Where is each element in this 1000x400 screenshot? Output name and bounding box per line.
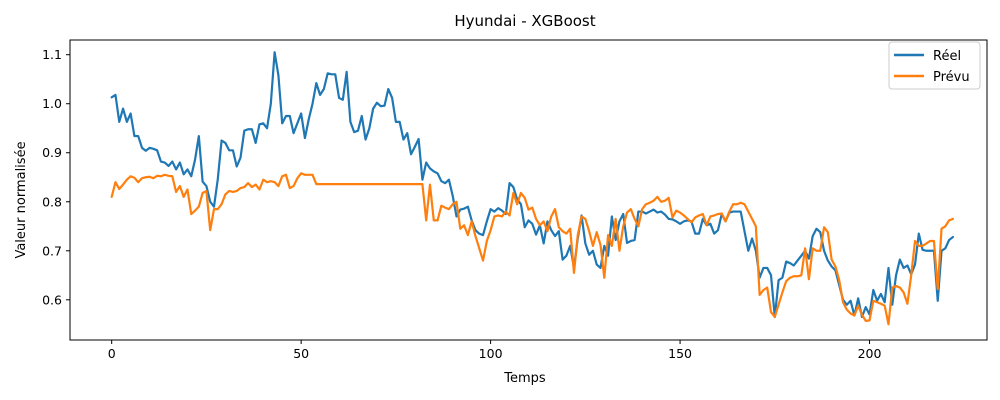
plot-frame [69,39,988,341]
y-axis-title-group: Valeur normalisée [14,141,29,258]
series-layer [110,51,954,326]
y-tick-label: 0.8 [42,194,62,209]
y-tick-label: 1.0 [42,96,62,111]
x-tick-label: 150 [668,346,692,361]
y-tick-label: 0.9 [42,145,62,160]
y-tick-label: 0.7 [42,243,62,258]
x-axis-title: Temps [503,371,546,386]
y-tick-label: 1.1 [42,47,62,62]
y-tick-label: 0.6 [42,292,62,307]
legend: Réel Prévu [888,41,981,90]
x-tick-label: 100 [479,346,503,361]
legend-label-prevu: Prévu [933,70,970,85]
chart-title: Hyundai - XGBoost [454,12,595,30]
legend-label-reel: Réel [933,49,961,64]
x-tick-label: 0 [108,346,116,361]
y-axis-title: Valeur normalisée [14,141,29,258]
x-tick-label: 200 [858,346,882,361]
x-tick-label: 50 [293,346,309,361]
axes-layer: 0 50 100 150 200 0.6 0.7 0.8 0.9 1.0 1.1 [42,47,881,361]
series-line-reel [110,51,954,319]
series-line-prevu [110,172,954,326]
